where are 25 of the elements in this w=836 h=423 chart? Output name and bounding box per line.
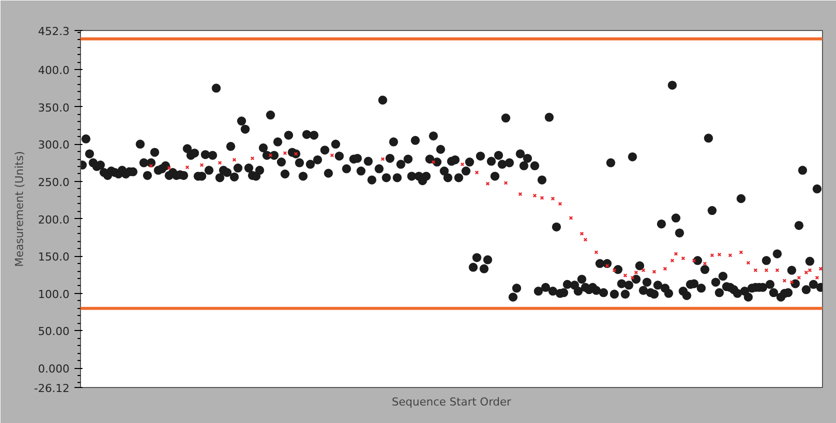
y-tick-label: -26.12 xyxy=(34,382,70,395)
point xyxy=(804,270,808,275)
y-tick-label: 300.0 xyxy=(38,138,70,152)
point xyxy=(167,166,172,170)
y-tick-label: 100.0 xyxy=(38,288,70,301)
point xyxy=(670,258,674,263)
point xyxy=(474,170,479,175)
y-tick-label: 150.0 xyxy=(38,250,70,264)
y-axis-title: Measurement (Units) xyxy=(13,151,26,267)
point xyxy=(663,266,668,271)
point xyxy=(796,276,801,280)
y-tick-label: 50.00 xyxy=(38,325,70,338)
point xyxy=(200,163,204,168)
point xyxy=(782,278,787,283)
point xyxy=(630,276,634,280)
y-tick-label: 200.0 xyxy=(38,213,70,226)
y-tick-label: 400.0 xyxy=(38,64,70,78)
point xyxy=(380,157,385,162)
point xyxy=(754,268,758,272)
point xyxy=(623,273,628,278)
x-axis-title: Sequence Start Order xyxy=(392,396,512,408)
y-tick-label: 0.000 xyxy=(38,362,70,376)
y-tick-label: 350.0 xyxy=(38,101,70,114)
y-tick-label: 452.3 xyxy=(38,25,70,38)
y-tick-label: 250.0 xyxy=(38,176,70,189)
